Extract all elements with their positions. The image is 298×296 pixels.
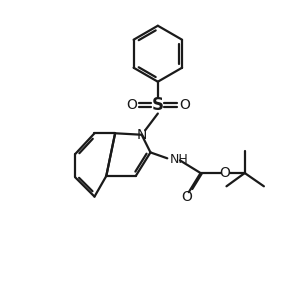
Text: O: O — [126, 98, 137, 112]
Text: NH: NH — [170, 153, 188, 166]
Text: O: O — [179, 98, 190, 112]
Text: O: O — [220, 166, 230, 180]
Text: S: S — [152, 96, 164, 114]
Text: O: O — [181, 191, 192, 205]
Text: N: N — [136, 128, 147, 142]
